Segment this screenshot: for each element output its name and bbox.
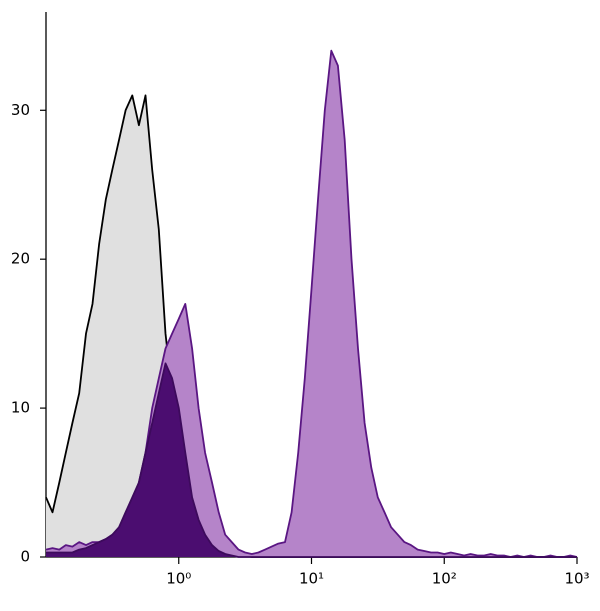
y-tick-label: 20 (11, 250, 30, 268)
x-tick-label: 10³ (564, 570, 589, 588)
y-tick-label: 10 (11, 399, 30, 417)
x-tick-label: 10⁰ (166, 570, 191, 588)
x-tick-label: 10¹ (299, 570, 324, 588)
y-tick-label: 0 (20, 548, 30, 566)
x-tick-label: 10² (432, 570, 457, 588)
y-tick-label: 30 (11, 101, 30, 119)
histogram-outline (46, 362, 577, 558)
